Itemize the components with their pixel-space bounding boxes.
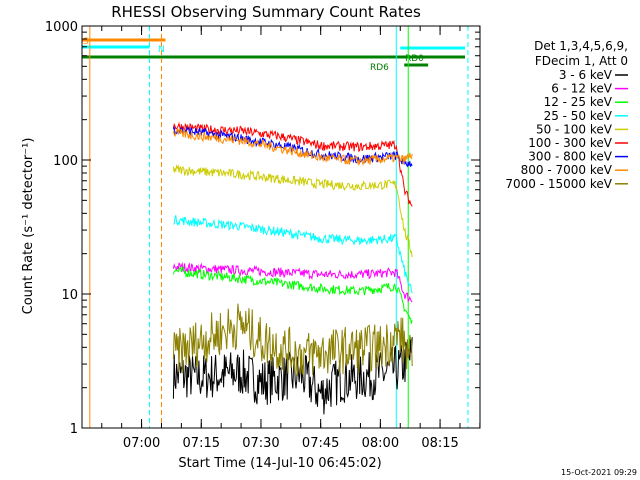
- flag-bar-s-label: S: [83, 37, 89, 47]
- timestamp: 15-Oct-2021 09:29: [561, 468, 637, 477]
- x-axis-label: Start Time (14-Jul-10 06:45:02): [178, 456, 381, 471]
- x-tick-label: 07:00: [123, 436, 160, 451]
- legend-entry-label: 3 - 6 keV: [559, 68, 613, 82]
- flag-bars: SNRD6RD0: [82, 37, 465, 73]
- legend-header-line-1: Det 1,3,4,5,6,9,: [534, 39, 628, 53]
- series-line-7000-15000-kev: [172, 303, 413, 377]
- legend-entry-label: 7000 - 15000 keV: [505, 177, 612, 191]
- chart-title: RHESSI Observing Summary Count Rates: [111, 3, 421, 21]
- legend: Det 1,3,4,5,6,9, FDecim 1, Att 0 3 - 6 k…: [505, 39, 628, 191]
- series-line-25-50-kev: [173, 215, 413, 294]
- y-tick-label: 1000: [45, 20, 78, 35]
- legend-header-line-2: FDecim 1, Att 0: [535, 54, 628, 68]
- legend-entry-label: 6 - 12 keV: [551, 82, 613, 96]
- x-tick-label: 08:00: [362, 436, 399, 451]
- x-tick-label: 07:45: [302, 436, 339, 451]
- series-line-6-12-kev: [172, 261, 413, 303]
- y-axis-label: Count Rate (s⁻¹ detector⁻¹): [21, 138, 36, 315]
- series-line-50-100-kev: [172, 163, 413, 258]
- axes: 1 10 100 1000 07:00 07:15 07:30 07:45 08:00 08:15: [45, 20, 481, 451]
- x-tick-label: 07:15: [183, 436, 220, 451]
- legend-entry-label: 50 - 100 keV: [536, 122, 613, 136]
- flag-bar-rd0-label: RD0: [405, 54, 424, 64]
- x-tick-label: 08:15: [421, 436, 458, 451]
- series-line-3-6-kev: [172, 337, 413, 415]
- series-line-800-7000-kev: [172, 127, 413, 167]
- legend-entry-label: 100 - 300 keV: [528, 136, 612, 150]
- legend-entry-label: 12 - 25 keV: [544, 95, 613, 109]
- legend-entry-label: 800 - 7000 keV: [521, 163, 613, 177]
- flag-bar-rd6-label: RD6: [370, 63, 389, 73]
- series-line-100-300-kev: [172, 121, 413, 207]
- legend-entry-label: 25 - 50 keV: [544, 109, 613, 123]
- series-lines: [172, 121, 413, 415]
- series-line-12-25-kev: [172, 266, 413, 324]
- x-tick-label: 07:30: [242, 436, 279, 451]
- legend-entry-label: 300 - 800 keV: [528, 150, 612, 164]
- y-tick-label: 100: [53, 154, 78, 169]
- y-tick-label: 1: [70, 422, 78, 437]
- y-tick-label: 10: [61, 288, 78, 303]
